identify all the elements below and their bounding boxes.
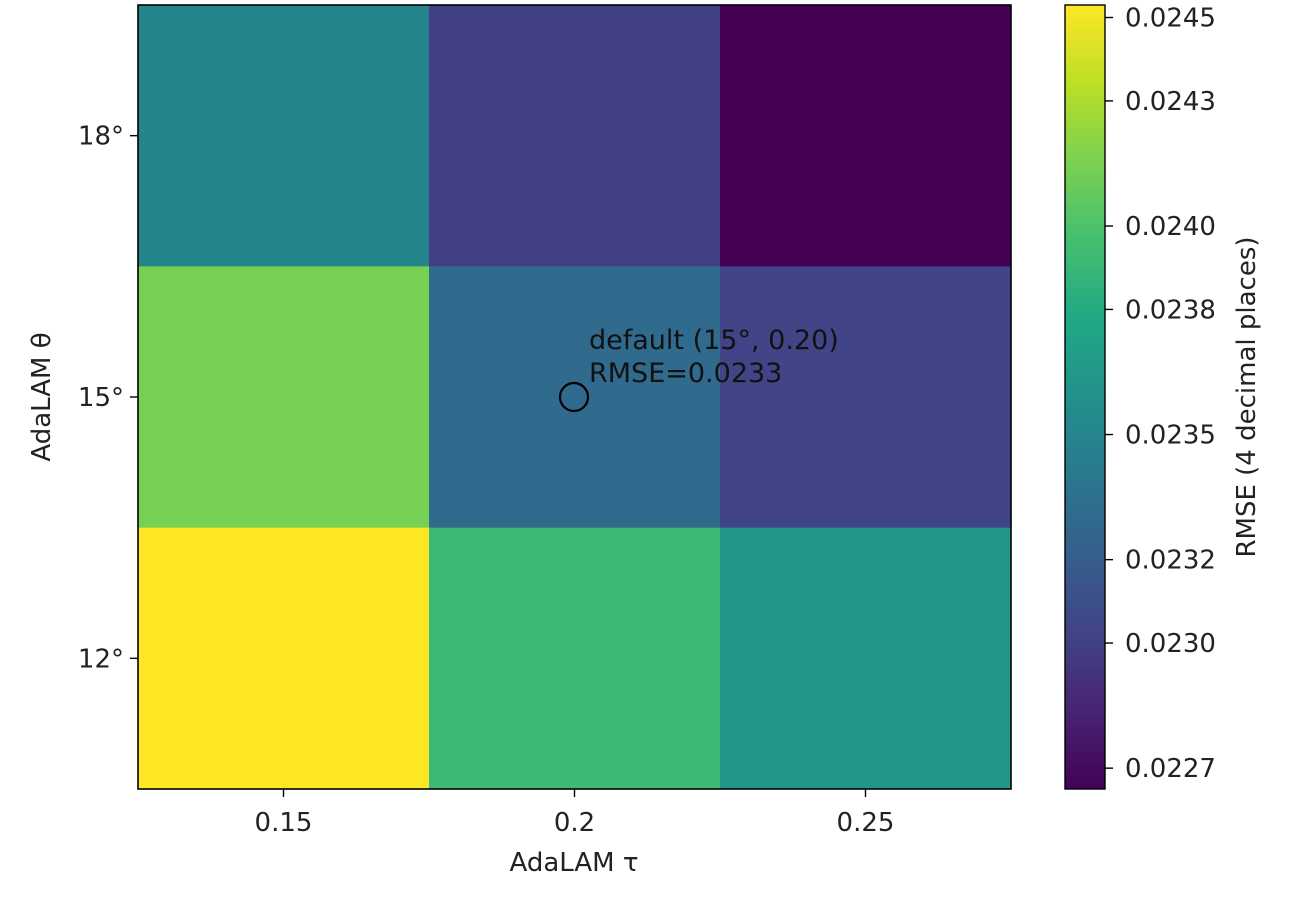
colorbar-tick-label: 0.0245 <box>1125 4 1216 34</box>
annotation-line-1: default (15°, 0.20) <box>589 325 839 356</box>
colorbar-tick-label: 0.0230 <box>1125 629 1216 659</box>
annotation-line-2: RMSE=0.0233 <box>589 358 782 389</box>
default-marker <box>558 381 590 413</box>
heatmap-cell <box>429 5 721 267</box>
heatmap-cell <box>138 266 430 529</box>
x-tick-label: 0.2 <box>554 808 595 838</box>
heatmap-cell <box>138 5 430 267</box>
colorbar <box>1064 4 1106 790</box>
y-tick-label: 18° <box>78 122 124 152</box>
colorbar-tick-label: 0.0238 <box>1125 295 1216 325</box>
heatmap-cell <box>720 266 1012 529</box>
colorbar-tick-label: 0.0227 <box>1125 754 1216 784</box>
heatmap-cell <box>720 527 1012 790</box>
heatmap-cells <box>138 5 1012 790</box>
y-tick-label: 12° <box>78 644 124 674</box>
y-tick-label: 15° <box>78 383 124 413</box>
y-axis: 18° 15° 12° <box>78 122 138 674</box>
default-annotation: default (15°, 0.20) RMSE=0.0233 <box>558 325 839 413</box>
colorbar-tick-label: 0.0240 <box>1125 212 1216 242</box>
x-axis: 0.15 0.2 0.25 <box>255 789 895 838</box>
heatmap-cell <box>138 527 430 790</box>
colorbar-tick-label: 0.0235 <box>1125 421 1216 451</box>
colorbar-label: RMSE (4 decimal places) <box>1232 236 1262 557</box>
colorbar-tick-label: 0.0243 <box>1125 87 1216 117</box>
colorbar-tick-label: 0.0232 <box>1125 546 1216 576</box>
heatmap-cell <box>720 5 1012 267</box>
heatmap-cell <box>429 266 721 529</box>
heatmap-cell <box>429 527 721 790</box>
y-axis-label: AdaLAM θ <box>27 332 57 461</box>
x-tick-label: 0.15 <box>255 808 313 838</box>
colorbar-axis: 0.0227 0.0230 0.0232 0.0235 0.0238 0.0240 0.02… <box>1105 4 1216 784</box>
x-tick-label: 0.25 <box>837 808 895 838</box>
x-axis-label: AdaLAM τ <box>510 848 639 878</box>
